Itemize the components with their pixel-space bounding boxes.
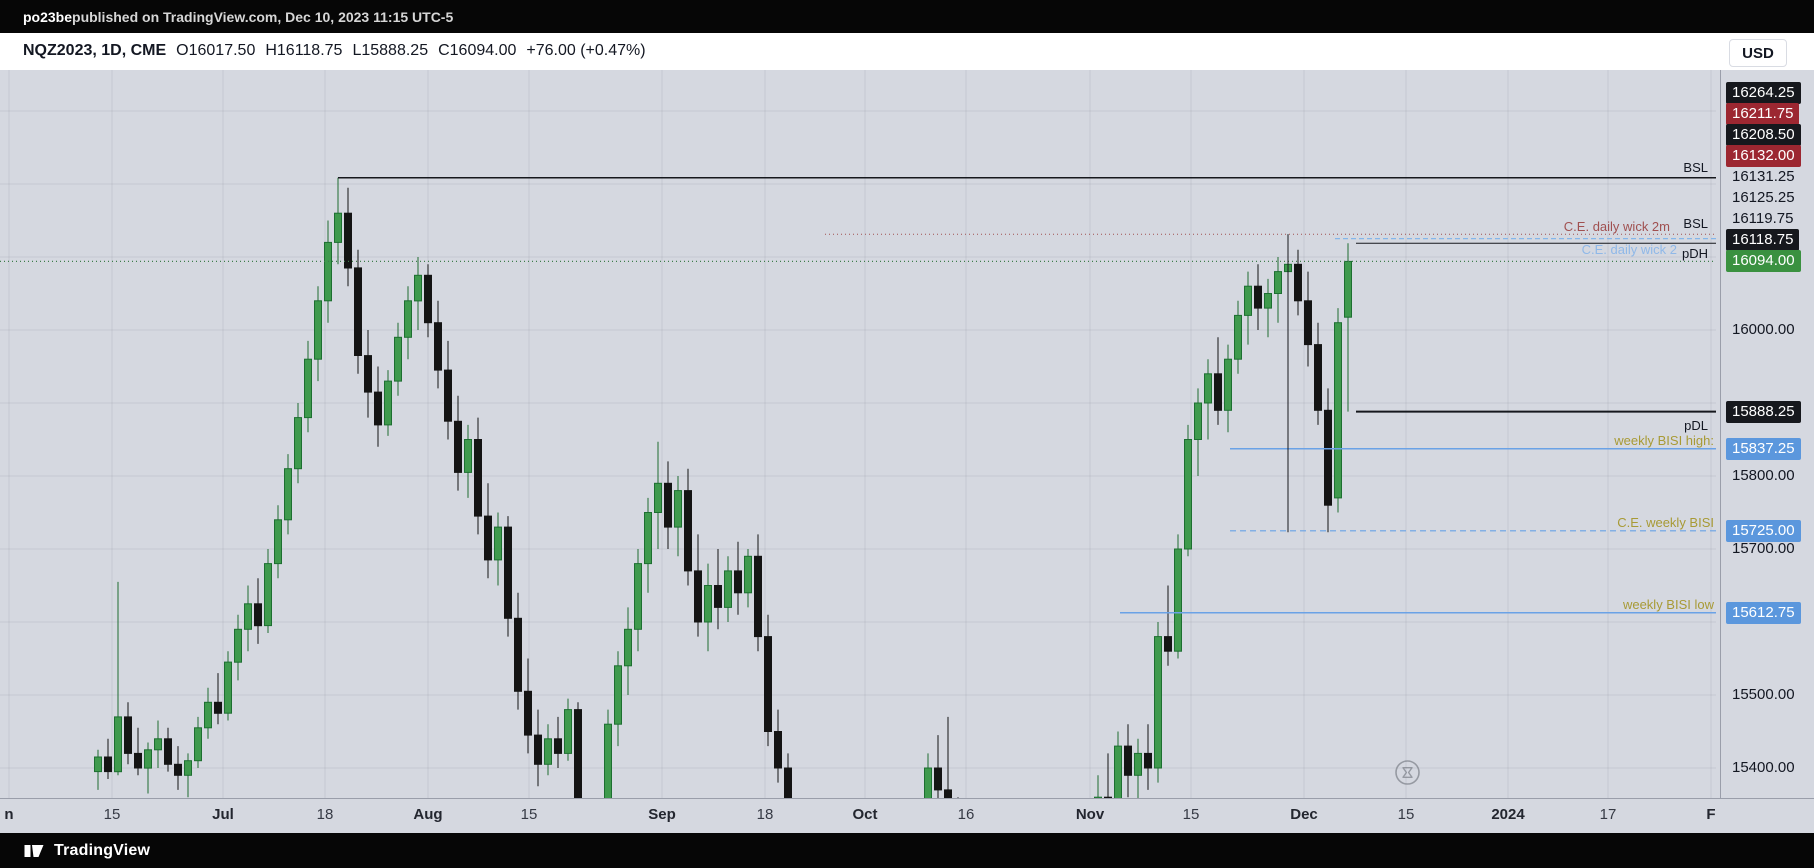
time-scale-label: Dec: [1290, 806, 1318, 823]
ohlc-values: O16017.50 H16118.75 L15888.25 C16094.00 +76.…: [176, 42, 655, 59]
price-scale-label: 16000.00: [1732, 321, 1795, 338]
tradingview-logo-icon[interactable]: [23, 840, 45, 862]
time-scale-label: Nov: [1075, 806, 1105, 823]
chart-svg[interactable]: BSL BSL C.E. daily wick 2m C.E. daily wick …: [0, 70, 1720, 798]
time-axis[interactable]: n 15 Jul 18 Aug 15 Sep 18 Oct 16 Nov 15 Dec 15 2024 17 F: [0, 798, 1814, 833]
price-scale-label: 15500.00: [1732, 686, 1795, 703]
price-scale-label: 15700.00: [1732, 540, 1795, 557]
price-scale-label: 15837.25: [1726, 438, 1801, 460]
svg-text:weekly BISI high:: weekly BISI high:: [1613, 433, 1714, 448]
publish-text: published on TradingView.com, Dec 10, 20…: [72, 8, 454, 25]
time-scale-label: 15: [520, 806, 538, 823]
price-scale-label: 16264.25: [1726, 82, 1801, 104]
svg-text:pDH: pDH: [1682, 246, 1708, 261]
symbol-ohlc-line: NQZ2023, 1D, CME O16017.50 H16118.75 L15888…: [23, 42, 656, 60]
time-scale-label: 15: [1182, 806, 1200, 823]
price-axis[interactable]: 16264.25 16211.75 16208.50 16132.00 16131.25…: [1720, 70, 1814, 798]
symbol-title[interactable]: NQZ2023, 1D, CME: [23, 42, 167, 59]
price-scale-label: 15888.25: [1726, 401, 1801, 423]
svg-text:C.E. daily wick 2m: C.E. daily wick 2m: [1564, 219, 1670, 234]
publish-username: po23be: [23, 8, 73, 25]
price-scale-label: 16132.00: [1726, 145, 1801, 167]
time-scale-label: 2024: [1491, 806, 1525, 823]
ohlc-value: O16017.50: [176, 42, 256, 59]
time-scale-label: 17: [1599, 806, 1617, 823]
svg-text:weekly BISI low: weekly BISI low: [1622, 597, 1715, 612]
time-scale-label: 15: [103, 806, 121, 823]
price-scale-label: 15800.00: [1732, 467, 1795, 484]
price-scale-label: 16211.75: [1726, 103, 1800, 125]
price-scale-label: 16125.25: [1732, 189, 1795, 206]
time-scale-label: 18: [756, 806, 774, 823]
time-scale-label: 16: [957, 806, 975, 823]
chart-plot[interactable]: BSL BSL C.E. daily wick 2m C.E. daily wick …: [0, 70, 1720, 798]
chart-header: NQZ2023, 1D, CME O16017.50 H16118.75 L15888…: [0, 33, 1814, 70]
svg-text:C.E. daily wick 2: C.E. daily wick 2: [1582, 242, 1677, 257]
time-scale-label: n: [4, 806, 14, 823]
publish-bar: po23be published on TradingView.com, Dec…: [0, 0, 1814, 33]
price-scale-label: 16118.75: [1726, 229, 1800, 251]
time-scale-label: 18: [316, 806, 334, 823]
price-scale-label: 16119.75: [1732, 210, 1794, 227]
svg-text:pDL: pDL: [1684, 418, 1708, 433]
time-scale-label: Oct: [852, 806, 878, 823]
ohlc-value: +76.00 (+0.47%): [526, 42, 646, 59]
time-scale-label: F: [1706, 806, 1716, 823]
ohlc-value: L15888.25: [352, 42, 429, 59]
currency-toggle-button[interactable]: USD: [1729, 39, 1787, 67]
snapshot-hourglass-icon: [1394, 759, 1421, 786]
svg-text:BSL: BSL: [1683, 160, 1708, 175]
tradingview-wordmark[interactable]: TradingView: [54, 841, 151, 859]
price-scale-label: 15400.00: [1732, 759, 1795, 776]
price-scale-label: 16131.25: [1732, 168, 1795, 185]
svg-text:BSL: BSL: [1683, 216, 1708, 231]
ohlc-value: C16094.00: [438, 42, 517, 59]
price-scale-label: 16208.50: [1726, 124, 1801, 146]
time-scale-label: Jul: [212, 806, 234, 823]
price-scale-label: 15612.75: [1726, 602, 1801, 624]
svg-text:C.E. weekly BISI: C.E. weekly BISI: [1617, 515, 1714, 530]
price-scale-label: 16094.00: [1726, 250, 1801, 272]
ohlc-value: H16118.75: [265, 42, 343, 59]
price-scale-label: 15725.00: [1726, 520, 1801, 542]
time-scale-label: Sep: [648, 806, 676, 823]
time-scale-label: 15: [1397, 806, 1415, 823]
time-scale-label: Aug: [413, 806, 443, 823]
footer-bar: TradingView: [0, 833, 1814, 868]
